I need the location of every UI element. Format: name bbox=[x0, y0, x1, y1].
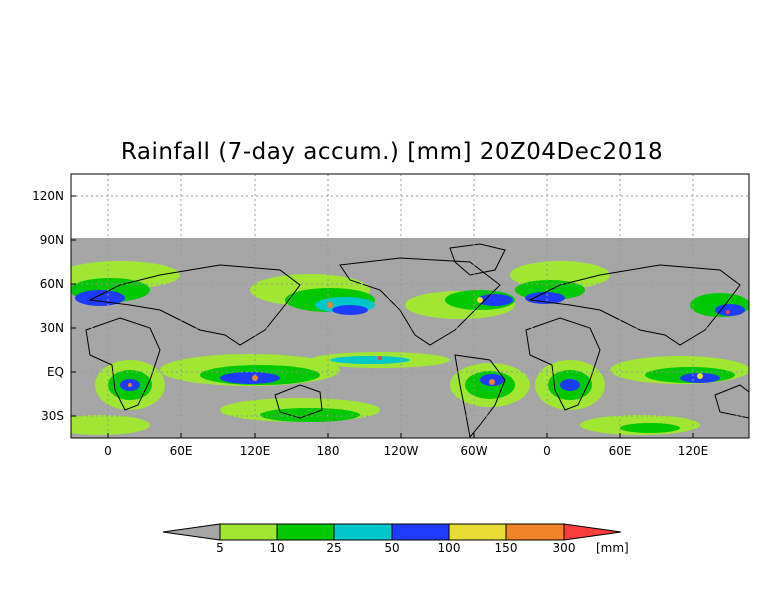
colorbar-unit: [mm] bbox=[596, 541, 629, 555]
x-tick-label: 120E bbox=[239, 444, 271, 458]
coastlines bbox=[85, 243, 749, 438]
colorbar-label: 5 bbox=[216, 541, 224, 555]
x-tick-label: 120W bbox=[383, 444, 419, 458]
x-tick-label: 120E bbox=[677, 444, 709, 458]
colorbar-low-triangle bbox=[162, 523, 221, 541]
colorbar-label: 25 bbox=[326, 541, 342, 555]
colorbar-bin-25-50 bbox=[333, 523, 393, 541]
colorbar-label: 300 bbox=[552, 541, 576, 555]
colorbar-label: 50 bbox=[384, 541, 400, 555]
tick-marks bbox=[71, 195, 694, 438]
y-tick-label: 90N bbox=[39, 233, 64, 247]
colorbar-bin-10-25 bbox=[276, 523, 335, 541]
x-tick-label: 0 bbox=[104, 444, 112, 458]
map-title: Rainfall (7-day accum.) [mm] 20Z04Dec201… bbox=[120, 139, 664, 165]
x-tick-label: 60W bbox=[460, 444, 488, 458]
x-tick-label: 180 bbox=[316, 444, 340, 458]
data-region bbox=[71, 238, 749, 438]
y-tick-label: 30S bbox=[41, 409, 64, 423]
colorbar-bin-50-100 bbox=[391, 523, 450, 541]
plot-frame bbox=[70, 173, 750, 439]
colorbar-label: 150 bbox=[494, 541, 518, 555]
colorbar-bin-5-10 bbox=[219, 523, 278, 541]
x-tick-label: 0 bbox=[543, 444, 551, 458]
y-tick-label: 120N bbox=[32, 189, 64, 203]
colorbar-bin-150-300 bbox=[505, 523, 565, 541]
y-tick-label: EQ bbox=[46, 365, 64, 379]
colorbar-label: 10 bbox=[269, 541, 285, 555]
x-tick-label: 60E bbox=[608, 444, 632, 458]
y-tick-label: 60N bbox=[39, 277, 64, 291]
colorbar-bin-100-150 bbox=[448, 523, 507, 541]
gridlines bbox=[71, 174, 749, 438]
y-tick-label: 30N bbox=[39, 321, 64, 335]
colorbar-high-triangle bbox=[563, 523, 622, 541]
x-tick-label: 60E bbox=[169, 444, 193, 458]
colorbar-label: 100 bbox=[437, 541, 461, 555]
colorbar bbox=[162, 523, 622, 541]
